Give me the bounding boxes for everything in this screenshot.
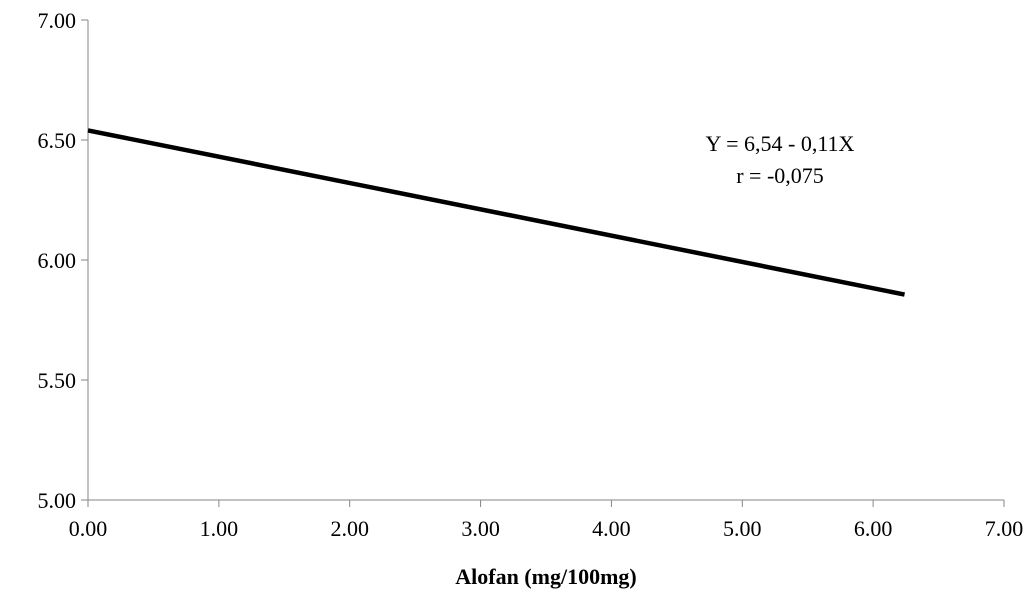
x-tick-label: 2.00: [330, 516, 369, 541]
x-tick-label: 7.00: [985, 516, 1024, 541]
x-tick-label: 0.00: [69, 516, 108, 541]
x-axis-title: Alofan (mg/100mg): [455, 564, 636, 589]
x-tick-label: 5.00: [723, 516, 762, 541]
x-tick-label: 3.00: [461, 516, 500, 541]
x-axis-ticks: 0.00 1.00 2.00 3.00 4.00 5.00 6.00 7.00: [69, 500, 1024, 541]
x-tick-label: 6.00: [854, 516, 893, 541]
y-tick-label: 6.00: [38, 248, 77, 273]
regression-line: [87, 128, 905, 297]
axes: [87, 20, 1004, 501]
series-layer: [87, 128, 905, 297]
y-axis-ticks: 5.00 5.50 6.00 6.50 7.00: [38, 8, 88, 513]
y-tick-label: 6.50: [38, 128, 77, 153]
regression-equation: Y = 6,54 - 0,11X: [706, 131, 855, 156]
correlation-coefficient: r = -0,075: [736, 163, 824, 188]
y-tick-label: 7.00: [38, 8, 77, 33]
y-tick-label: 5.00: [38, 488, 77, 513]
y-tick-label: 5.50: [38, 368, 77, 393]
x-tick-label: 4.00: [592, 516, 631, 541]
x-tick-label: 1.00: [200, 516, 239, 541]
